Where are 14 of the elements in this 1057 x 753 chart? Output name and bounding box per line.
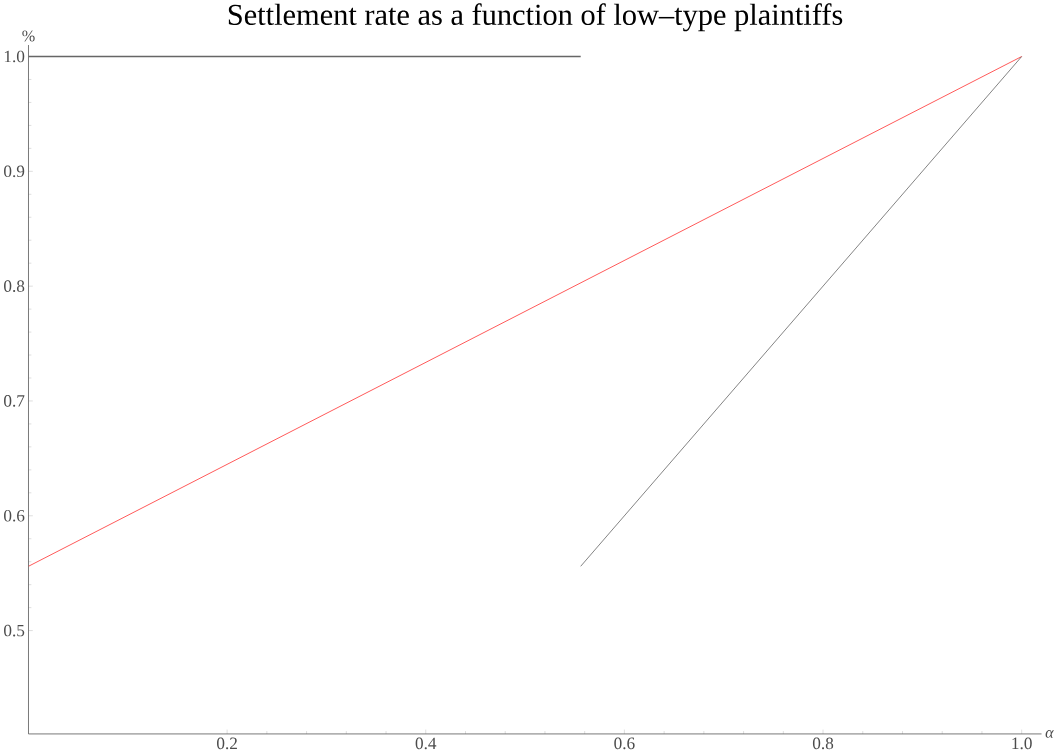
y-tick-label: 0.6	[4, 510, 25, 522]
x-tick-label: 0.6	[614, 737, 635, 750]
x-axis-title: α	[1045, 730, 1054, 739]
y-tick-label: 0.8	[4, 280, 25, 293]
x-tick-label: 0.2	[217, 737, 237, 750]
x-tick-label: 1.0	[1012, 737, 1032, 750]
x-tick-label: 0.8	[812, 737, 834, 750]
y-tick-label: 0.9	[4, 165, 25, 178]
y-tick-label: 0.7	[4, 395, 25, 408]
chart-title: Settlement rate as a function of low–type plaintiffs	[228, 3, 843, 32]
x-tick-label: 0.4	[415, 737, 437, 750]
y-axis-title: %	[22, 30, 35, 42]
y-tick-label: 0.5	[4, 624, 25, 637]
y-tick-label: 1.0	[4, 50, 25, 63]
